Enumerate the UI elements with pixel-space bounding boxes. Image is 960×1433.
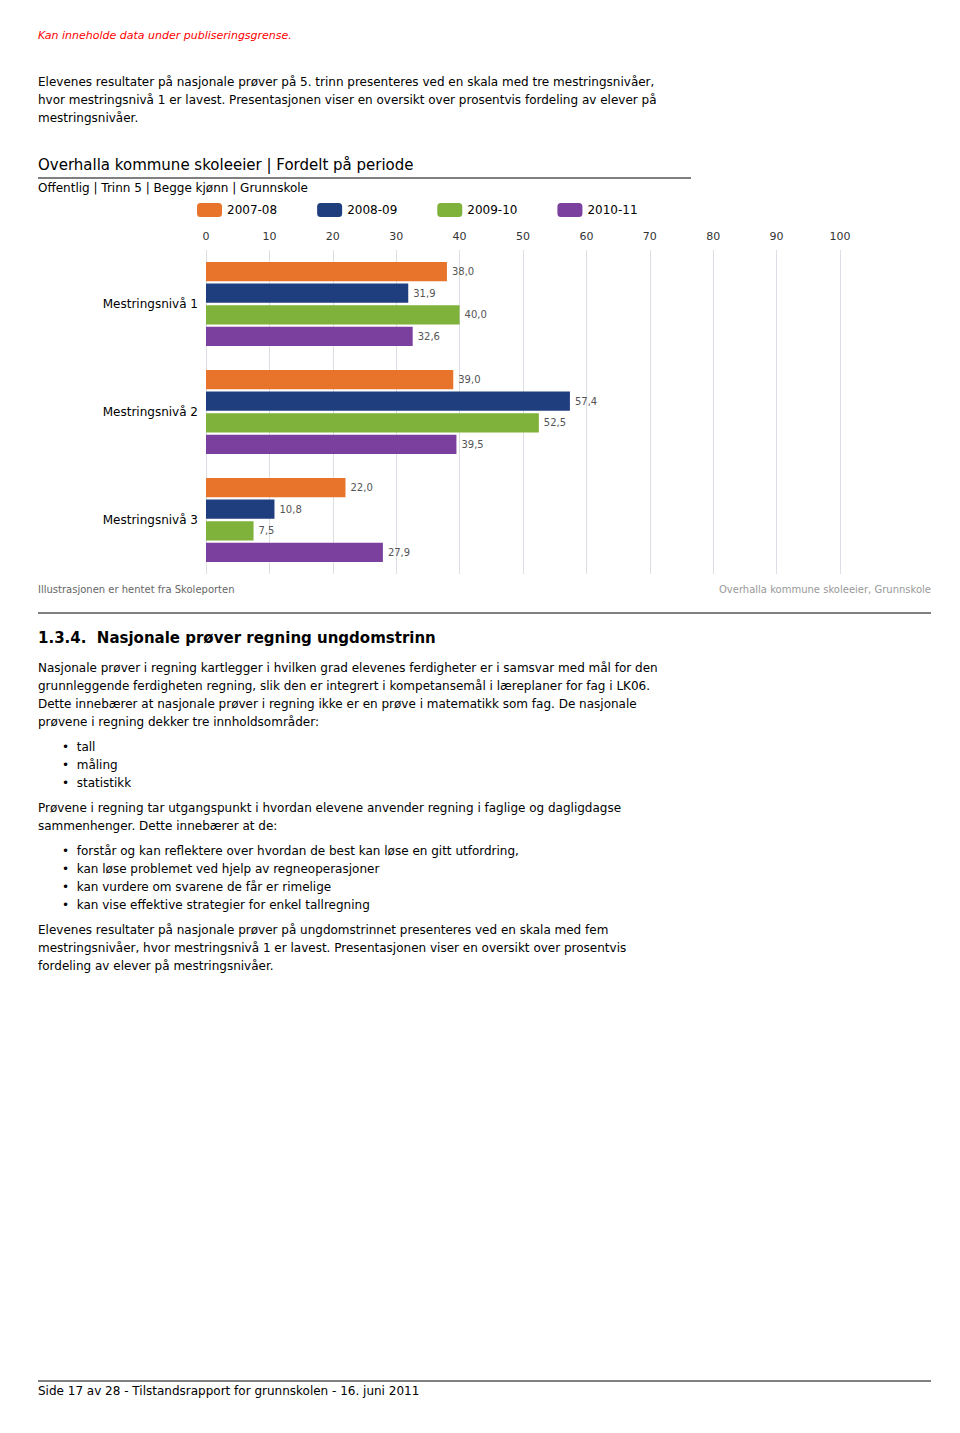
svg-text:Elevenes resultater på nasjona: Elevenes resultater på nasjonale prøver … — [38, 75, 654, 89]
svg-text:80: 80 — [706, 230, 720, 243]
svg-text:60: 60 — [579, 230, 593, 243]
svg-text:• kan vise effektive strategi: • kan vise effektive strategier for enke… — [62, 898, 370, 912]
svg-text:Mestringsnivå 1: Mestringsnivå 1 — [103, 297, 198, 311]
svg-text:grunnleggende ferdigheten regn: grunnleggende ferdigheten regning, slik … — [38, 679, 650, 693]
svg-text:39,0: 39,0 — [458, 374, 480, 385]
svg-text:Kan inneholde data under publi: Kan inneholde data under publiseringsgre… — [38, 29, 292, 42]
svg-text:sammenhenger. Dette innebærer: sammenhenger. Dette innebærer at de: — [38, 819, 277, 833]
svg-text:Dette innebærer at nasjonale p: Dette innebærer at nasjonale prøver i re… — [38, 697, 637, 711]
svg-text:39,5: 39,5 — [461, 439, 483, 450]
svg-text:7,5: 7,5 — [259, 525, 275, 536]
svg-text:• måling: • måling — [62, 758, 118, 772]
svg-text:Mestringsnivå 3: Mestringsnivå 3 — [103, 513, 198, 527]
svg-text:31,9: 31,9 — [413, 288, 435, 299]
svg-text:32,6: 32,6 — [418, 331, 440, 342]
svg-text:Mestringsnivå 2: Mestringsnivå 2 — [103, 405, 198, 419]
svg-text:52,5: 52,5 — [544, 417, 566, 428]
svg-text:40: 40 — [453, 230, 467, 243]
svg-text:Overhalla kommune skoleeier |: Overhalla kommune skoleeier | Fordelt på… — [38, 156, 414, 174]
svg-text:Prøvene i regning tar utgangsp: Prøvene i regning tar utgangspunkt i hvo… — [38, 801, 621, 815]
svg-text:• statistikk: • statistikk — [62, 776, 131, 790]
svg-text:22,0: 22,0 — [350, 482, 372, 493]
svg-text:Illustrasjonen er hentet fra S: Illustrasjonen er hentet fra Skoleporten — [38, 584, 235, 595]
svg-text:mestringsnivåer, hvor mestring: mestringsnivåer, hvor mestringsnivå 1 er… — [38, 941, 626, 955]
svg-text:Side 17 av 28 - Tilstandsrappo: Side 17 av 28 - Tilstandsrapport for gru… — [38, 1384, 419, 1398]
svg-text:prøvene i regning dekker tre i: prøvene i regning dekker tre innholdsomr… — [38, 715, 319, 729]
svg-text:2008-09: 2008-09 — [347, 203, 397, 217]
svg-text:• kan vurdere om svarene de f: • kan vurdere om svarene de får er rimel… — [62, 880, 331, 894]
svg-text:• tall: • tall — [62, 740, 95, 754]
svg-text:0: 0 — [203, 230, 210, 243]
svg-text:Offentlig | Trinn 5 | Begge kj: Offentlig | Trinn 5 | Begge kjønn | Grun… — [38, 181, 308, 195]
svg-text:40,0: 40,0 — [465, 309, 487, 320]
svg-text:Nasjonale prøver i regning kar: Nasjonale prøver i regning kartlegger i … — [38, 661, 658, 675]
svg-text:fordeling av elever på mestrin: fordeling av elever på mestringsnivåer. — [38, 959, 274, 973]
svg-text:Overhalla kommune skoleeier, G: Overhalla kommune skoleeier, Grunnskole — [719, 584, 931, 595]
svg-text:• forstår og kan reflektere o: • forstår og kan reflektere over hvordan… — [62, 844, 519, 858]
svg-text:mestringsnivåer.: mestringsnivåer. — [38, 111, 138, 125]
svg-text:10: 10 — [262, 230, 276, 243]
svg-text:70: 70 — [643, 230, 657, 243]
svg-text:27,9: 27,9 — [388, 547, 410, 558]
svg-text:2007-08: 2007-08 — [227, 203, 277, 217]
svg-text:50: 50 — [516, 230, 530, 243]
svg-text:1.3.4. Nasjonale prøver regni: 1.3.4. Nasjonale prøver regning ungdomst… — [38, 629, 436, 647]
svg-text:38,0: 38,0 — [452, 266, 474, 277]
svg-text:2010-11: 2010-11 — [587, 203, 637, 217]
svg-text:20: 20 — [326, 230, 340, 243]
svg-text:90: 90 — [770, 230, 784, 243]
svg-text:• kan løse problemet ved hjel: • kan løse problemet ved hjelp av regneo… — [62, 862, 379, 876]
svg-text:Elevenes resultater på nasjona: Elevenes resultater på nasjonale prøver … — [38, 923, 608, 937]
svg-text:2009-10: 2009-10 — [467, 203, 517, 217]
svg-text:30: 30 — [389, 230, 403, 243]
svg-text:hvor mestringsnivå 1 er lavest: hvor mestringsnivå 1 er lavest. Presenta… — [38, 93, 656, 107]
svg-text:10,8: 10,8 — [279, 504, 301, 515]
svg-text:100: 100 — [830, 230, 851, 243]
svg-text:57,4: 57,4 — [575, 396, 597, 407]
